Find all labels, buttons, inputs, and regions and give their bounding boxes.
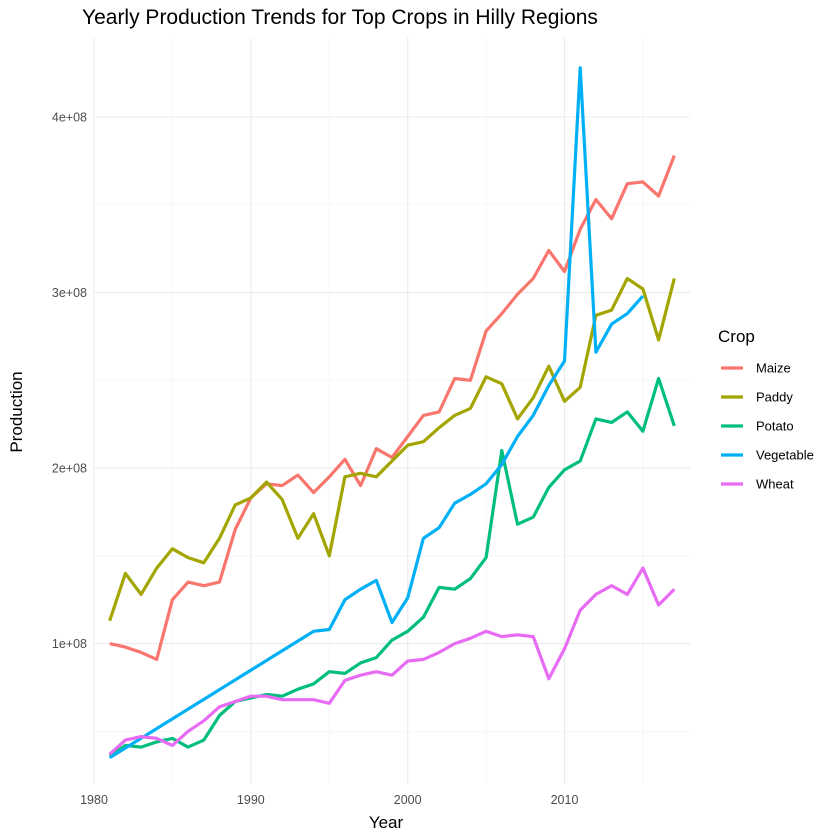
x-tick-label: 1990 xyxy=(237,793,265,807)
y-tick-label: 4e+08 xyxy=(52,110,87,124)
series-lines xyxy=(108,66,676,760)
legend-label: Potato xyxy=(756,419,794,434)
legend-item-potato: Potato xyxy=(721,419,794,434)
y-tick-label: 2e+08 xyxy=(52,462,87,476)
legend-label: Vegetable xyxy=(756,448,814,463)
legend-label: Paddy xyxy=(756,390,793,405)
series-line-paddy xyxy=(108,276,676,622)
series-line-wheat xyxy=(108,566,676,756)
series-line-maize xyxy=(109,155,676,662)
x-axis-title: Year xyxy=(369,813,404,832)
y-tick-label: 1e+08 xyxy=(52,637,87,651)
series-line-potato xyxy=(108,376,676,758)
legend-item-maize: Maize xyxy=(721,361,791,376)
legend: Crop Maize Paddy Potato Vegetable Wheat xyxy=(718,327,814,492)
y-axis-title: Production xyxy=(7,371,26,452)
legend-title: Crop xyxy=(718,327,755,346)
y-tick-label: 3e+08 xyxy=(52,286,87,300)
legend-item-vegetable: Vegetable xyxy=(721,448,814,463)
legend-item-paddy: Paddy xyxy=(721,390,793,405)
series-line-vegetable xyxy=(108,66,645,760)
legend-label: Maize xyxy=(756,361,791,376)
legend-item-wheat: Wheat xyxy=(721,477,794,492)
x-tick-label: 2000 xyxy=(394,793,422,807)
chart-title: Yearly Production Trends for Top Crops i… xyxy=(82,6,598,29)
axes: 1980 1990 2000 2010 1e+08 2e+08 3e+08 4e+08 xyxy=(52,110,579,807)
x-tick-label: 1980 xyxy=(80,793,108,807)
x-tick-label: 2010 xyxy=(551,793,579,807)
grid xyxy=(93,38,690,784)
legend-label: Wheat xyxy=(756,477,794,492)
